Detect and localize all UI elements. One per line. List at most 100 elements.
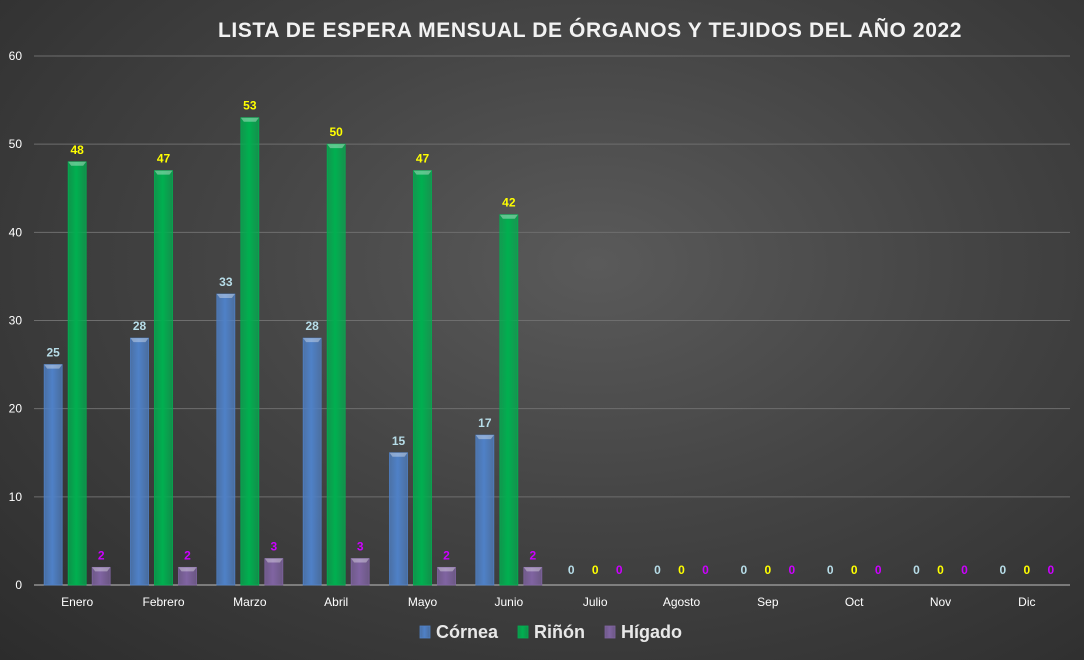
y-axis: 0 10 20 30 40 50 60 [9, 49, 23, 592]
bar-bevel [154, 170, 173, 175]
bar-bevel [499, 214, 518, 219]
data-label-rinon-febrero: 47 [157, 152, 171, 166]
bar-cornea-mayo [389, 452, 408, 586]
bar-higado-febrero [178, 566, 197, 586]
y-tick-label: 30 [9, 314, 23, 328]
data-label-cornea-junio: 17 [478, 416, 492, 430]
data-label-cornea-mayo: 15 [392, 434, 406, 448]
data-label-higado-abril: 3 [357, 540, 364, 554]
data-label-rinon-julio: 0 [592, 563, 599, 577]
y-tick-label: 20 [9, 402, 23, 416]
legend-swatch-rinon [517, 625, 529, 639]
bar-rinon-enero [67, 161, 87, 586]
bar-bevel [240, 117, 259, 122]
bar-bevel [68, 161, 87, 166]
bar-rinon-febrero [154, 170, 173, 586]
data-label-cornea-enero: 25 [46, 346, 60, 360]
legend-label-cornea: Córnea [436, 622, 499, 642]
data-label-rinon-nov: 0 [937, 563, 944, 577]
bar-higado-abril [350, 558, 370, 586]
data-label-higado-oct: 0 [875, 563, 882, 577]
bar-bevel [44, 364, 63, 369]
y-tick-label: 10 [9, 490, 23, 504]
y-tick-label: 40 [9, 225, 23, 239]
data-label-rinon-enero: 48 [70, 143, 84, 157]
x-tick-label: Dic [1018, 595, 1035, 609]
data-label-rinon-agosto: 0 [678, 563, 685, 577]
data-label-higado-dic: 0 [1047, 563, 1054, 577]
x-axis: Enero Febrero Marzo Abril Mayo Junio Julio Agos… [61, 595, 1035, 609]
bar-rinon-junio [499, 214, 519, 586]
data-label-cornea-dic: 0 [999, 563, 1006, 577]
legend-swatch-higado [604, 625, 616, 639]
bar-rinon-mayo [413, 170, 432, 586]
data-label-higado-julio: 0 [616, 563, 623, 577]
bar-bevel [475, 435, 494, 440]
data-labels: 25 48 2 28 47 2 33 53 3 28 50 3 15 47 2 17 42 2 0 0 0 0 0 0 0 0 0 0… [46, 99, 1054, 577]
data-label-rinon-junio: 42 [502, 196, 516, 210]
bar-higado-mayo [437, 566, 456, 586]
x-tick-label: Febrero [142, 595, 184, 609]
legend: Córnea Riñón Hígado [419, 622, 682, 642]
data-label-higado-junio: 2 [529, 548, 536, 562]
bar-cornea-abril [302, 337, 322, 586]
data-label-cornea-abril: 28 [305, 319, 319, 333]
x-tick-label: Abril [324, 595, 348, 609]
data-label-rinon-abril: 50 [329, 125, 343, 139]
legend-label-rinon: Riñón [534, 622, 585, 642]
bar-bevel [178, 567, 197, 572]
data-label-higado-nov: 0 [961, 563, 968, 577]
data-label-higado-enero: 2 [98, 548, 105, 562]
y-tick-label: 60 [9, 49, 23, 63]
bar-higado-enero [91, 566, 111, 586]
x-tick-label: Marzo [233, 595, 267, 609]
y-tick-label: 50 [9, 137, 23, 151]
x-tick-label: Enero [61, 595, 93, 609]
x-tick-label: Julio [583, 595, 608, 609]
data-label-higado-mayo: 2 [443, 548, 450, 562]
bar-bevel [327, 144, 346, 149]
x-tick-label: Agosto [663, 595, 701, 609]
bar-bevel [437, 567, 456, 572]
bar-bevel [523, 567, 542, 572]
data-label-higado-febrero: 2 [184, 548, 191, 562]
bar-rinon-abril [326, 143, 346, 586]
bar-cornea-junio [475, 434, 495, 586]
bar-cornea-febrero [130, 337, 149, 586]
data-label-rinon-marzo: 53 [243, 99, 257, 113]
legend-swatch-cornea [419, 625, 431, 639]
data-label-rinon-dic: 0 [1023, 563, 1030, 577]
x-tick-label: Sep [757, 595, 779, 609]
bar-rinon-marzo [240, 117, 260, 586]
x-tick-label: Nov [930, 595, 951, 609]
bar-bevel [413, 170, 432, 175]
data-label-higado-marzo: 3 [270, 540, 277, 554]
data-label-cornea-julio: 0 [568, 563, 575, 577]
bars [43, 117, 543, 586]
data-label-rinon-sep: 0 [764, 563, 771, 577]
data-label-higado-agosto: 0 [702, 563, 709, 577]
chart-title: LISTA DE ESPERA MENSUAL DE ÓRGANOS Y TEJ… [218, 18, 962, 42]
bar-cornea-enero [43, 364, 63, 586]
data-label-higado-sep: 0 [788, 563, 795, 577]
data-label-cornea-nov: 0 [913, 563, 920, 577]
gridlines [34, 55, 1070, 586]
legend-label-higado: Hígado [621, 622, 682, 642]
data-label-rinon-oct: 0 [851, 563, 858, 577]
data-label-cornea-marzo: 33 [219, 275, 233, 289]
x-tick-label: Junio [494, 595, 523, 609]
bar-cornea-marzo [216, 293, 236, 586]
bar-higado-junio [523, 566, 543, 586]
data-label-cornea-sep: 0 [740, 563, 747, 577]
bar-bevel [264, 558, 283, 563]
data-label-cornea-oct: 0 [827, 563, 834, 577]
bar-bevel [216, 294, 235, 299]
bar-bevel [92, 567, 111, 572]
data-label-cornea-febrero: 28 [133, 319, 147, 333]
data-label-cornea-agosto: 0 [654, 563, 661, 577]
x-tick-label: Oct [845, 595, 864, 609]
data-label-rinon-mayo: 47 [416, 152, 430, 166]
bar-bevel [351, 558, 370, 563]
